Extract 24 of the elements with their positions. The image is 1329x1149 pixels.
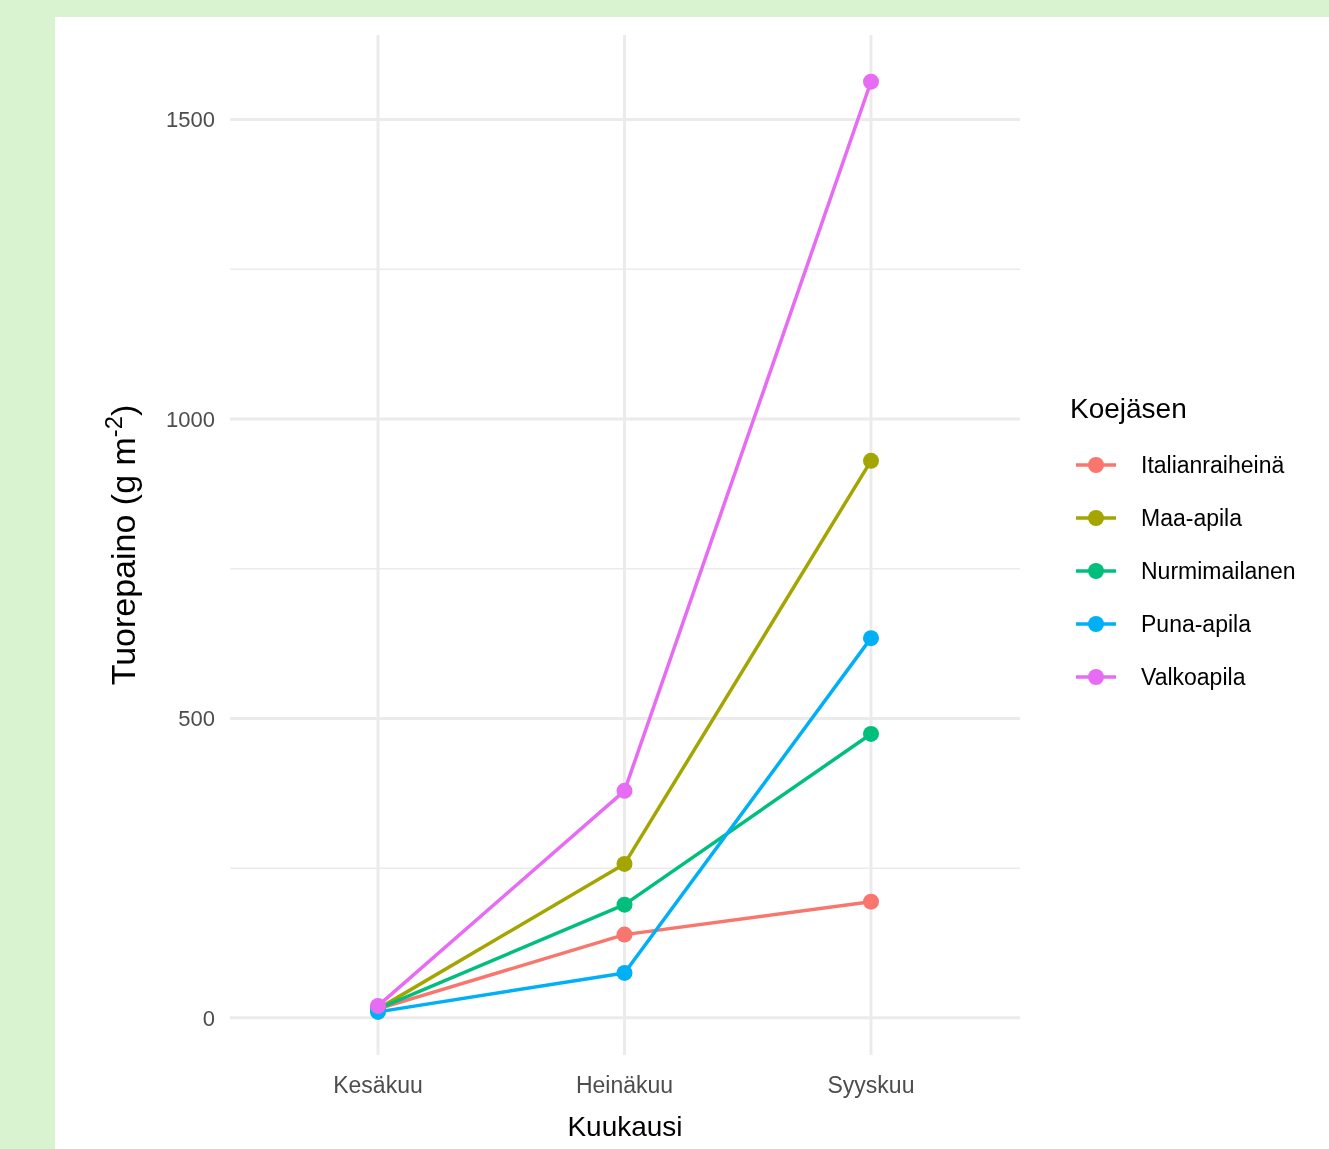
point	[863, 452, 879, 469]
x-tick-label: Kesäkuu	[333, 1072, 423, 1098]
legend-label: Italianraiheinä	[1141, 452, 1285, 479]
legend-title: Koejäsen	[1070, 392, 1187, 424]
point	[863, 73, 879, 90]
y-tick-label: 500	[178, 706, 215, 732]
point	[863, 630, 879, 647]
x-tick-label: Heinäkuu	[575, 1072, 674, 1098]
point	[863, 725, 879, 742]
point	[616, 926, 633, 943]
y-tick-label: 0	[202, 1005, 215, 1031]
point	[616, 964, 633, 981]
point	[616, 896, 633, 913]
legend-label: Puna-apila	[1141, 611, 1252, 638]
point	[863, 893, 879, 910]
y-tick-label: 1000	[166, 406, 215, 432]
legend-label: Nurmimailanen	[1141, 558, 1296, 585]
point	[616, 782, 633, 799]
point	[616, 855, 633, 872]
y-tick-label: 1500	[166, 107, 215, 133]
x-tick-label: Syyskuu	[827, 1072, 915, 1098]
x-axis-title: Kuukausi	[567, 1111, 683, 1142]
legend-label: Maa-apila	[1141, 505, 1243, 532]
legend-label: Valkoapila	[1141, 664, 1246, 691]
